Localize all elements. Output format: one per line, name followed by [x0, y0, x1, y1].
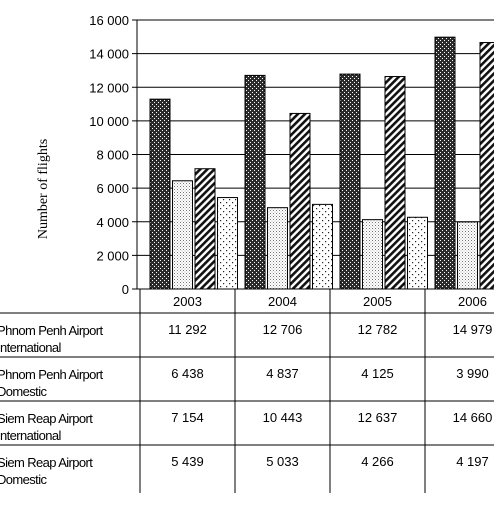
y-tick-label: 0	[122, 282, 129, 297]
x-tick-label: 2003	[173, 294, 202, 309]
table-cell: 5 033	[266, 454, 299, 469]
table-cell: 14 979	[453, 322, 493, 337]
table-cell: 4 125	[361, 366, 394, 381]
series-label: Domestic	[0, 472, 47, 487]
bar	[339, 73, 361, 290]
y-tick-label: 2 000	[96, 248, 129, 263]
y-tick-label: 10 000	[89, 114, 129, 129]
table-cell: 12 637	[358, 410, 398, 425]
bar	[457, 221, 478, 290]
bar	[149, 98, 171, 290]
table-cell: 11 292	[168, 322, 207, 337]
bar	[384, 76, 406, 290]
table-cell: 7 154	[171, 410, 204, 425]
y-tick-label: 14 000	[89, 47, 129, 62]
table-cell: 4 197	[456, 454, 489, 469]
table-cell: 5 439	[171, 454, 204, 469]
bar	[312, 203, 333, 290]
y-tick-label: 4 000	[96, 215, 129, 230]
bar	[267, 207, 288, 290]
y-tick-label: 8 000	[96, 148, 129, 163]
bar	[362, 219, 383, 290]
table-cell: 12 706	[263, 322, 303, 337]
bar	[479, 42, 494, 290]
series-label: Phnom Penh Airport	[0, 323, 104, 338]
bar	[407, 216, 428, 290]
y-axis-title: Number of flights	[36, 139, 51, 239]
table-cell: 12 782	[358, 322, 398, 337]
table-cell: 6 438	[171, 366, 204, 381]
table-cell: 10 443	[263, 410, 303, 425]
bar	[289, 112, 311, 290]
series-label: Siem Reap Airport	[0, 411, 93, 426]
x-tick-label: 2005	[363, 294, 392, 309]
table-cell: 4 266	[361, 454, 394, 469]
y-tick-label: 12 000	[89, 80, 129, 95]
y-tick-label: 6 000	[96, 181, 129, 196]
series-label: International	[0, 340, 61, 355]
bar	[434, 36, 456, 290]
series-label: Siem Reap Airport	[0, 455, 93, 470]
table-cell: 14 660	[453, 410, 493, 425]
table-cell: 3 990	[456, 366, 489, 381]
y-tick-label: 16 000	[89, 13, 129, 28]
bar	[172, 180, 193, 290]
series-label: Phnom Penh Airport	[0, 367, 104, 382]
bar	[244, 74, 266, 290]
series-label: Domestic	[0, 384, 47, 399]
x-tick-label: 2004	[268, 294, 297, 309]
series-label: International	[0, 428, 61, 443]
table-cell: 4 837	[266, 366, 299, 381]
x-tick-label: 2006	[458, 294, 487, 309]
bar	[217, 197, 238, 290]
bar	[194, 168, 216, 290]
